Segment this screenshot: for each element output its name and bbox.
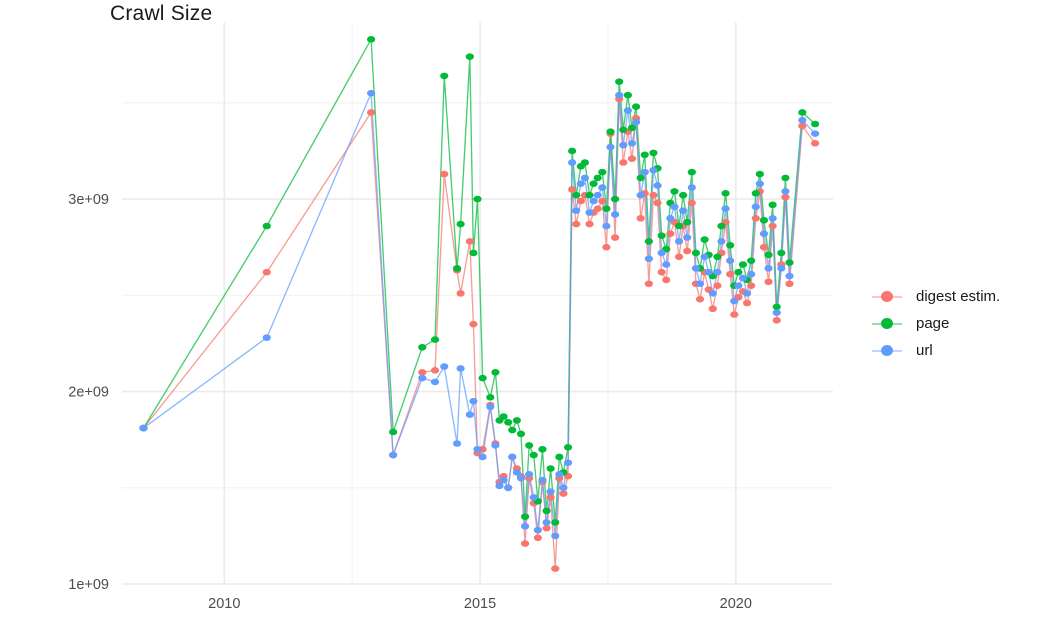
- legend-dot-swatch: [881, 291, 893, 302]
- series-points-url: [139, 89, 820, 540]
- x-tick-labels: 2010 2015 2020: [208, 596, 752, 612]
- x-tick-label: 2020: [720, 596, 752, 612]
- page-title: Crawl Size: [110, 2, 213, 25]
- legend-key-icon: [872, 286, 902, 308]
- major-gridlines-y: [122, 198, 833, 585]
- series-points: [139, 36, 820, 572]
- minor-gridlines-y: [122, 102, 833, 489]
- legend-item-label: digest estim.: [916, 288, 1001, 305]
- y-tick-label: 2e+09: [68, 385, 109, 401]
- y-tick-labels: 1e+09 2e+09 3e+09: [68, 192, 109, 593]
- legend: digest estim. page url: [872, 283, 1057, 364]
- x-tick-label: 2015: [464, 596, 496, 612]
- minor-gridlines-x: [351, 22, 609, 584]
- legend-dot-swatch: [881, 345, 893, 356]
- x-tick-label: 2010: [208, 596, 240, 612]
- legend-item-digestestim[interactable]: digest estim.: [872, 283, 1057, 310]
- legend-item-label: page: [916, 315, 950, 332]
- legend-item-label: url: [916, 342, 933, 359]
- series-points-page: [139, 36, 820, 526]
- legend-key-icon: [872, 340, 902, 362]
- legend-dot-swatch: [881, 318, 893, 329]
- y-tick-label: 3e+09: [68, 192, 109, 208]
- legend-key-icon: [872, 313, 902, 335]
- y-tick-label: 1e+09: [68, 577, 109, 593]
- legend-item-url[interactable]: url: [872, 337, 1057, 364]
- legend-item-page[interactable]: page: [872, 310, 1057, 337]
